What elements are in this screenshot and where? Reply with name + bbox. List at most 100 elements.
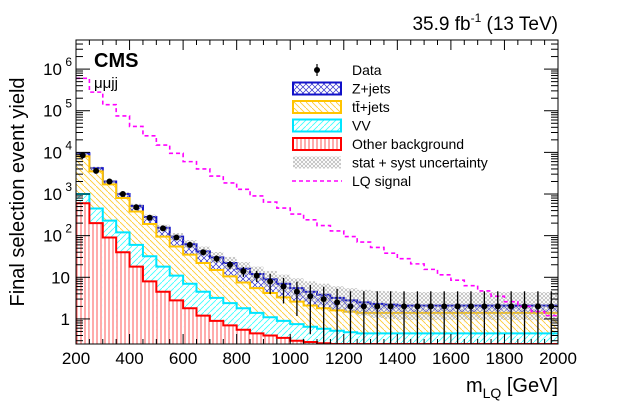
stack-bar-other-background (142, 281, 157, 344)
stack-outline-other-background (76, 202, 558, 344)
stack-bar-other-background (89, 223, 103, 344)
data-point (454, 291, 461, 344)
data-point (334, 288, 341, 344)
data-marker (508, 303, 515, 310)
data-point (414, 291, 421, 344)
lq-signal-series (76, 77, 558, 317)
data-point (494, 291, 501, 344)
data-marker (146, 214, 153, 221)
stack-bar-other-background (156, 291, 170, 344)
data-point (213, 255, 220, 263)
lq-signal-line (76, 77, 558, 317)
data-point (93, 167, 100, 174)
x-tick-label: 1600 (432, 349, 470, 368)
data-marker (387, 303, 394, 310)
experiment-label: CMS (94, 50, 138, 72)
data-marker (186, 241, 193, 248)
data-point (119, 191, 126, 198)
stack-bar-other-background (183, 308, 197, 344)
legend-label: VV (352, 118, 371, 134)
data-point (133, 204, 140, 211)
y-tick-label: 10 (43, 227, 62, 246)
data-point (401, 291, 408, 344)
stack-bar-other-background (303, 341, 317, 344)
legend: Data Z+jets tt̄+jets VV Other background stat… (292, 62, 488, 189)
data-marker (293, 288, 300, 295)
stack-bar-other-background (102, 237, 117, 344)
axes: 200 400 600 800 1000 1200 1400 1600 1800 2000 1 10 1… (43, 39, 577, 368)
data-marker (334, 299, 341, 306)
y-tick-label: 10 (43, 143, 62, 162)
data-marker (534, 303, 541, 310)
data-marker (467, 303, 474, 310)
legend-entry-lq: LQ signal (292, 173, 411, 189)
channel-label: μμjj (94, 75, 118, 92)
x-axis-title: mLQ [GeV] (466, 375, 558, 401)
x-tick-label: 1800 (486, 349, 524, 368)
stack-bar-other-background (263, 335, 277, 344)
data-point (441, 291, 448, 344)
x-tick-label: 200 (62, 349, 90, 368)
data-point (253, 270, 260, 283)
stack-bar-other-background (116, 252, 130, 344)
stack-bar-vv (290, 324, 304, 344)
x-tick-label: 1200 (325, 349, 363, 368)
data-marker (521, 303, 528, 310)
data-marker (481, 303, 488, 310)
x-tick-label: 2000 (539, 349, 577, 368)
data-marker (494, 303, 501, 310)
data-marker (173, 234, 180, 241)
data-point (307, 284, 314, 335)
x-tick-label: 400 (115, 349, 143, 368)
legend-entry-zjets: Z+jets (292, 81, 391, 97)
data-point (374, 291, 381, 344)
data-point (347, 291, 354, 344)
data-marker (360, 303, 367, 310)
data-point (200, 249, 207, 256)
data-marker (93, 167, 100, 174)
legend-entry-other: Other background (292, 136, 464, 152)
data-point (387, 291, 394, 344)
data-marker (267, 278, 274, 285)
stack-bar-other-background (169, 300, 184, 344)
stack-bar-other-background (236, 329, 251, 344)
data-point (226, 261, 233, 270)
data-point (467, 291, 474, 344)
y-tick-exponent: 5 (65, 97, 72, 111)
y-tick-label: 10 (43, 60, 62, 79)
data-marker (320, 296, 327, 303)
y-tick-exponent: 4 (65, 138, 72, 152)
data-marker (347, 303, 354, 310)
data-marker (160, 225, 167, 232)
data-point (427, 291, 434, 344)
y-tick-exponent: 3 (65, 180, 72, 194)
y-tick-label: 10 (51, 268, 70, 287)
data-marker (307, 293, 314, 300)
stack-bar-other-background (290, 340, 304, 344)
data-point (79, 152, 86, 159)
legend-entry-data: Data (314, 62, 382, 78)
data-marker (106, 178, 113, 185)
legend-swatch-ttbar (292, 100, 342, 114)
x-tick-label: 1000 (271, 349, 309, 368)
legend-label: Other background (352, 136, 464, 152)
legend-label: tt̄+jets (352, 99, 390, 115)
stack-bar-other-background (209, 320, 224, 344)
data-marker (441, 303, 448, 310)
data-marker (200, 249, 207, 256)
y-tick-exponent: 6 (65, 55, 72, 69)
data-marker (401, 303, 408, 310)
x-tick-label: 1400 (378, 349, 416, 368)
data-marker (414, 303, 421, 310)
data-series (79, 152, 555, 344)
data-marker (79, 152, 86, 159)
x-tick-label: 800 (222, 349, 250, 368)
y-tick-exponent: 2 (65, 222, 72, 236)
data-point (146, 214, 153, 221)
stack-bar-other-background (250, 333, 264, 344)
stack-bar-other-background (129, 266, 143, 344)
y-tick-label: 10 (43, 185, 62, 204)
legend-entry-unc: stat + syst uncertainty (293, 155, 488, 171)
data-marker (226, 261, 233, 268)
